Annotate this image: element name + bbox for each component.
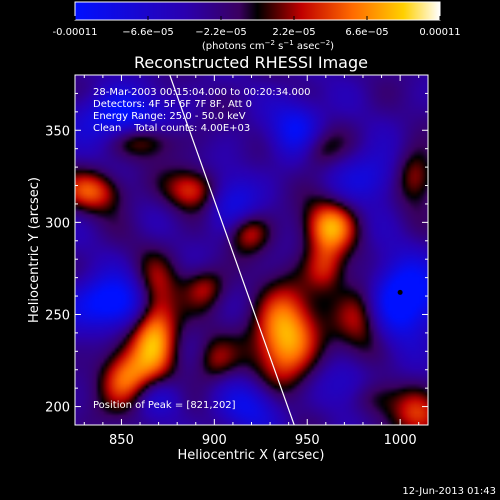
x-axis-label: Heliocentric X (arcsec) (178, 448, 325, 463)
colorbar-tick-label: 2.2e−05 (272, 27, 315, 38)
colorbar-tick-label: −2.2e−05 (195, 27, 247, 38)
x-axis-ticks: 850 900 950 1000 (83, 75, 420, 448)
colorbar-tick-label: -0.00011 (53, 27, 98, 38)
heatmap (75, 75, 428, 425)
x-tick-label: 850 (109, 433, 134, 448)
heatmap-image (75, 75, 428, 425)
x-tick-label: 950 (295, 433, 320, 448)
colorbar-unit-label: (photons cm−2 s−1 asec−2) (202, 39, 334, 52)
annotation-detectors: Detectors: 4F 5F 6F 7F 8F, Att 0 (93, 99, 252, 110)
y-tick-label: 250 (45, 308, 70, 323)
colorbar: -0.00011 −6.6e−05 −2.2e−05 2.2e−05 6.6e−05 0.… (53, 1, 461, 52)
colorbar-ticks: -0.00011 −6.6e−05 −2.2e−05 2.2e−05 6.6e−05 0.… (53, 16, 461, 38)
annotation-block: 28-Mar-2003 00:15:04.000 to 00:20:34.000… (93, 87, 311, 134)
chart-title: Reconstructed RHESSI Image (134, 53, 368, 72)
colorbar-gradient (74, 1, 441, 21)
y-tick-label: 350 (45, 124, 70, 139)
y-axis-ticks: 200 250 300 350 (45, 74, 428, 416)
x-tick-label: 1000 (384, 433, 417, 448)
annotation-energy: Energy Range: 25.0 - 50.0 keV (93, 111, 246, 122)
solar-limb-line (169, 75, 295, 425)
colorbar-tick-label: −6.6e−05 (122, 27, 174, 38)
peak-position-label: Position of Peak = [821,202] (93, 400, 236, 411)
colorbar-tick-label: 6.6e−05 (345, 27, 388, 38)
annotation-clean: Clean Total counts: 4.00E+03 (93, 123, 250, 134)
footer-timestamp: 12-Jun-2013 01:43 (402, 486, 496, 497)
peak-marker (397, 289, 403, 295)
colorbar-tick-label: 0.00011 (419, 27, 460, 38)
x-tick-label: 900 (202, 433, 227, 448)
annotation-time: 28-Mar-2003 00:15:04.000 to 00:20:34.000 (93, 87, 311, 98)
y-tick-label: 200 (45, 401, 70, 416)
y-axis-label: Heliocentric Y (arcsec) (27, 177, 42, 323)
y-tick-label: 300 (45, 216, 70, 231)
